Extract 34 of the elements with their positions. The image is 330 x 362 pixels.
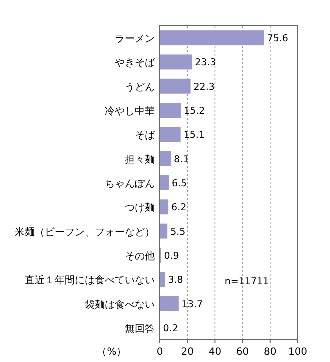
y-tick-label: 無回答 xyxy=(125,322,155,335)
y-tick-label: 担々麺 xyxy=(125,154,155,166)
data-label: 75.6 xyxy=(267,34,288,45)
data-label: 0.2 xyxy=(163,323,178,334)
x-tick-label: 80 xyxy=(264,347,277,358)
y-tick-label: 冷やし中華 xyxy=(105,106,155,118)
data-label: 22.3 xyxy=(194,82,215,93)
y-tick-label: そば xyxy=(135,130,156,142)
y-tick-label: 袋麺は食べない xyxy=(85,298,155,311)
x-axis-title: （%） xyxy=(97,347,127,358)
data-label: 6.5 xyxy=(172,178,188,190)
data-label: 8.1 xyxy=(174,154,190,166)
x-tick-label: 20 xyxy=(181,347,194,358)
data-label: 13.7 xyxy=(182,299,204,310)
x-tick-label: 100 xyxy=(288,347,308,358)
y-tick-label: ちゃんぽん xyxy=(105,179,155,190)
x-tick-label: 0 xyxy=(156,347,164,358)
data-label: 23.3 xyxy=(195,58,216,69)
y-tick-label: うどん xyxy=(125,82,155,94)
x-tick-label: 60 xyxy=(236,347,250,358)
y-tick-label: 米麺（ビーフン、フォーなど） xyxy=(15,226,155,238)
y-tick-label: 直近１年間には食べていない xyxy=(25,274,155,287)
y-tick-label: やきそば xyxy=(115,58,156,70)
annotation: n=11711 xyxy=(224,276,270,288)
data-label: 5.5 xyxy=(170,226,186,238)
data-label: 0.9 xyxy=(164,250,180,262)
y-tick-label: つけ麺 xyxy=(125,202,155,214)
data-label: 15.1 xyxy=(184,130,205,142)
data-label: 3.8 xyxy=(168,275,184,286)
data-label: 15.2 xyxy=(184,106,206,118)
data-label: 6.2 xyxy=(172,202,187,214)
x-tick-label: 40 xyxy=(208,347,222,358)
y-tick-label: ラーメン xyxy=(115,34,155,46)
y-tick-label: その他 xyxy=(125,250,155,262)
